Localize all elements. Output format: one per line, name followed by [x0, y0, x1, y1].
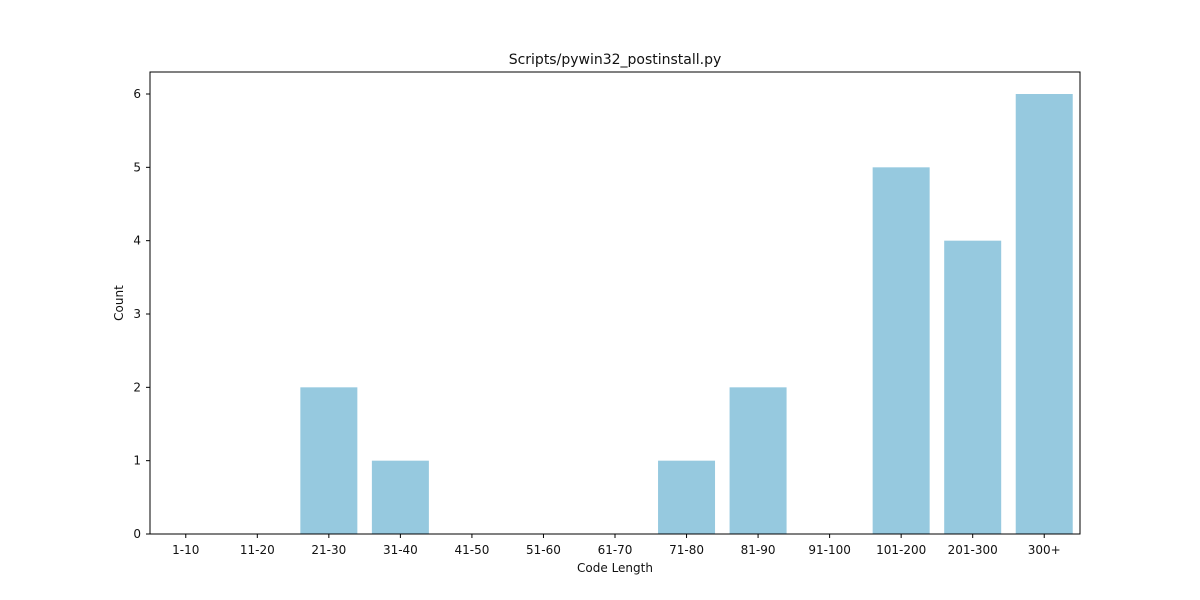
x-axis-title: Code Length: [577, 561, 653, 575]
y-axis: 0 1 2 3 4 5 6: [133, 87, 150, 541]
y-tick-label: 5: [133, 160, 141, 174]
x-tick-label: 21-30: [311, 543, 346, 557]
y-axis-title: Count: [112, 285, 126, 321]
bar-81-90: [729, 387, 787, 534]
x-tick-label: 71-80: [669, 543, 704, 557]
chart-title: Scripts/pywin32_postinstall.py: [509, 52, 722, 68]
bar-21-30: [300, 387, 358, 534]
y-tick-label: 1: [133, 454, 141, 468]
x-tick-label: 11-20: [240, 543, 275, 557]
y-tick-label: 0: [133, 527, 141, 541]
y-tick-label: 4: [133, 234, 141, 248]
x-tick-label: 101-200: [876, 543, 926, 557]
x-tick-label: 201-300: [948, 543, 998, 557]
bar-31-40: [371, 460, 429, 534]
y-tick-label: 6: [133, 87, 141, 101]
x-tick-label: 81-90: [741, 543, 776, 557]
x-axis: 1-10 11-20 21-30 31-40 41-50 51-60 61-70 71-80 8…: [172, 534, 1061, 557]
x-tick-label: 91-100: [808, 543, 851, 557]
bars-layer: [300, 94, 1073, 535]
bar-201-300: [944, 240, 1002, 535]
bar-101-200: [872, 167, 930, 534]
x-tick-label: 1-10: [172, 543, 199, 557]
bar-300+: [1015, 94, 1073, 534]
x-tick-label: 300+: [1028, 543, 1061, 557]
bar-71-80: [658, 460, 716, 534]
x-tick-label: 31-40: [383, 543, 418, 557]
x-tick-label: 51-60: [526, 543, 561, 557]
x-tick-label: 41-50: [454, 543, 489, 557]
x-tick-label: 61-70: [598, 543, 633, 557]
y-tick-label: 3: [133, 307, 141, 321]
y-tick-label: 2: [133, 380, 141, 394]
